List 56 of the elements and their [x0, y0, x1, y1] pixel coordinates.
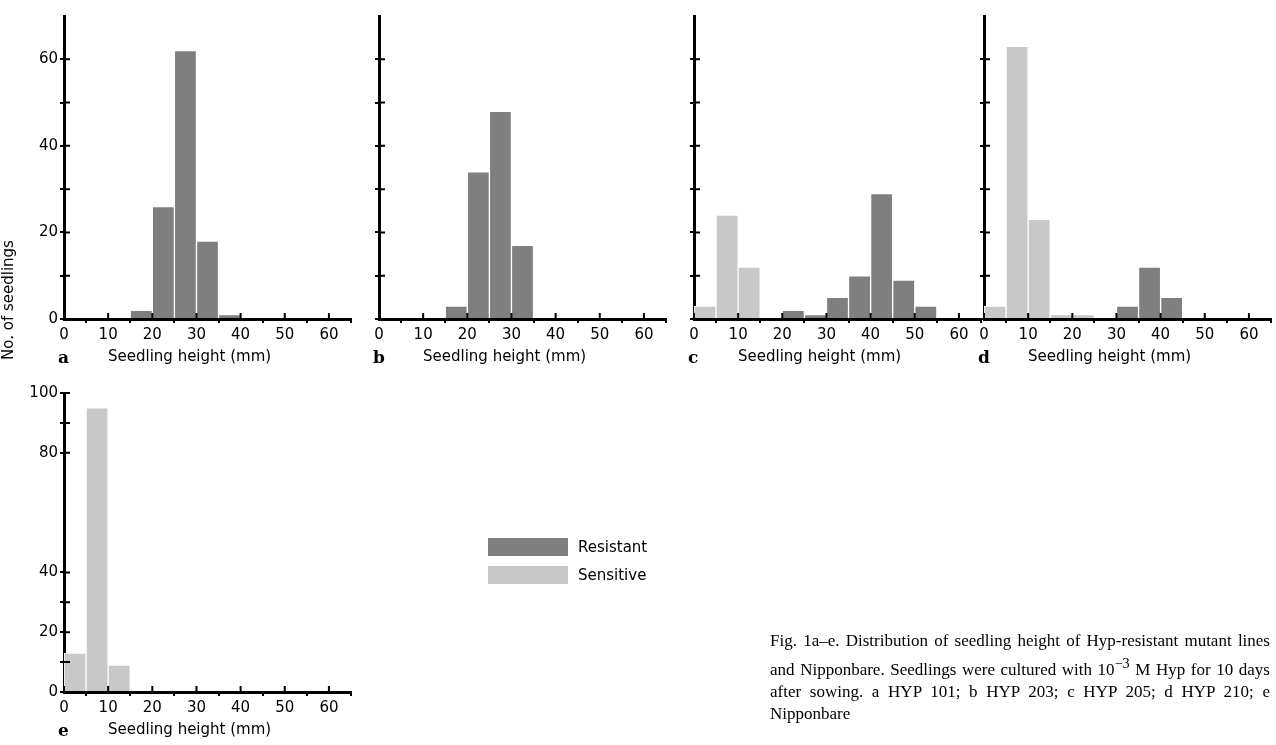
x-axis-title: Seedling height (mm)	[738, 347, 902, 365]
x-tick-label: 50	[275, 697, 295, 716]
x-tick-label: 60	[1239, 324, 1259, 343]
x-tick-label: 30	[1106, 324, 1127, 343]
x-tick-label: 20	[142, 697, 162, 716]
text: d	[978, 347, 990, 367]
x-tick-label: 60	[949, 324, 969, 343]
x-tick-label: 40	[1151, 324, 1171, 343]
y-tick-label: 20	[38, 222, 58, 241]
x-tick-label: 20	[772, 324, 792, 343]
y-tick-label: 100	[29, 382, 58, 401]
x-tick-label: 20	[142, 324, 162, 343]
x-axis-title: Seedling height (mm)	[423, 347, 587, 365]
x-tick-label: 0	[979, 324, 989, 343]
x-axis-title: Seedling height (mm)	[108, 720, 272, 738]
text: a	[58, 347, 70, 367]
y-tick-label: 40	[38, 135, 58, 154]
x-tick-label: 10	[728, 324, 748, 343]
x-tick-label: 40	[231, 697, 251, 716]
text: Resistant	[578, 538, 648, 556]
x-tick-label: 30	[186, 324, 207, 343]
x-axis-title: Seedling height (mm)	[108, 347, 272, 365]
x-tick-label: 50	[275, 324, 295, 343]
x-tick-label: 10	[98, 697, 118, 716]
text: c	[688, 347, 699, 367]
y-tick-label: 60	[38, 49, 58, 68]
text: b	[373, 347, 385, 367]
x-tick-label: 20	[1062, 324, 1082, 343]
x-tick-label: 10	[98, 324, 118, 343]
x-tick-label: 10	[413, 324, 433, 343]
x-tick-label: 30	[816, 324, 837, 343]
x-tick-label: 30	[501, 324, 522, 343]
x-tick-label: 50	[905, 324, 925, 343]
y-axis-title: No. of seedlings	[0, 240, 17, 360]
y-tick-label: 20	[38, 622, 58, 641]
x-tick-label: 40	[546, 324, 566, 343]
text: e	[58, 720, 69, 740]
x-axis-title: Seedling height (mm)	[1028, 347, 1192, 365]
caption: Fig. 1a–e. Distribution of seedling height of Hyp-resistant mutant lines and Nipponbare. Seedlings were cultured with 10$^{−3}$ M Hyp for 10 days after sowing. a HYP 101; b HYP 203; c HYP 205; d HYP 210; e Nipponbare	[770, 630, 1270, 725]
x-tick-label: 40	[231, 324, 251, 343]
y-tick-label: 40	[38, 562, 58, 581]
text: Sensitive	[578, 566, 647, 584]
y-tick-label: 80	[38, 442, 58, 461]
y-tick-label: 0	[48, 308, 58, 327]
x-tick-label: 20	[457, 324, 477, 343]
x-tick-label: 60	[319, 324, 339, 343]
x-tick-label: 0	[689, 324, 699, 343]
x-tick-label: 30	[186, 697, 207, 716]
x-tick-label: 60	[319, 697, 339, 716]
y-tick-label: 0	[48, 681, 58, 700]
x-tick-label: 40	[861, 324, 881, 343]
x-tick-label: 10	[1018, 324, 1038, 343]
x-tick-label: 50	[1195, 324, 1215, 343]
x-tick-label: 0	[374, 324, 384, 343]
x-tick-label: 50	[590, 324, 610, 343]
x-tick-label: 60	[634, 324, 654, 343]
